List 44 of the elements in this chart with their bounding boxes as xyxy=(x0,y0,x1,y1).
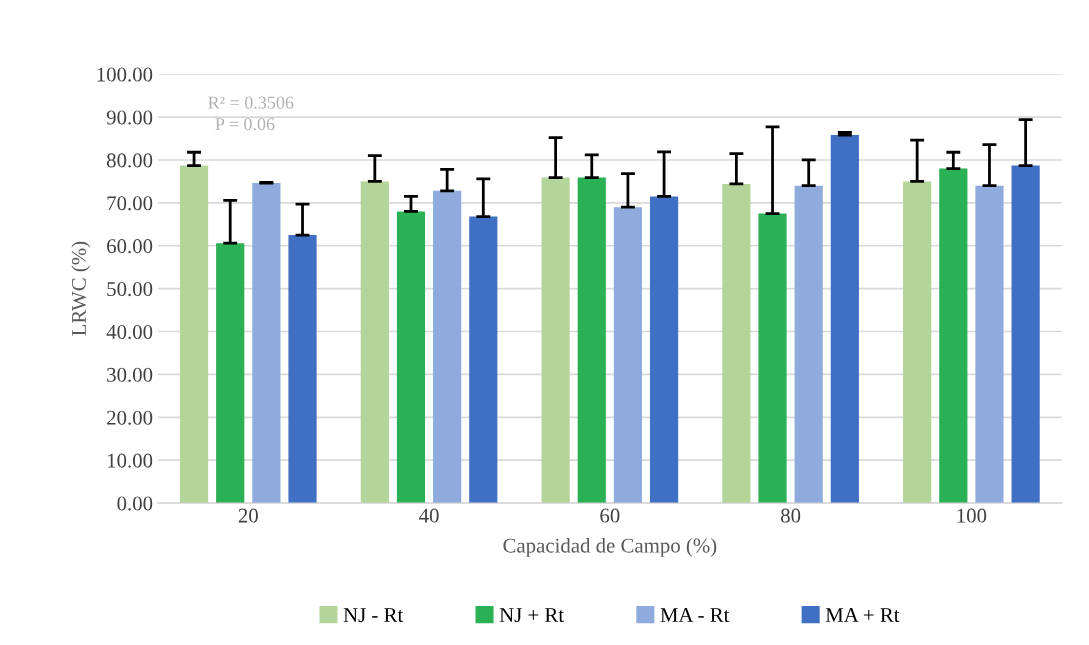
bar xyxy=(975,185,1004,504)
legend-label: MA + Rt xyxy=(825,608,900,623)
bar xyxy=(903,181,932,504)
x-tick-label: 80 xyxy=(780,508,801,523)
bar xyxy=(577,177,606,504)
legend-label: NJ - Rt xyxy=(343,608,404,623)
legend-label: MA - Rt xyxy=(660,608,730,623)
y-tick-label: 50.00 xyxy=(107,282,153,297)
x-tick-label: 20 xyxy=(238,508,258,523)
annotation: R² = 0.3506 xyxy=(208,96,294,109)
annotation: P = 0.06 xyxy=(215,117,275,131)
x-tick-label: 40 xyxy=(419,508,439,523)
y-tick-label: 60.00 xyxy=(107,239,153,254)
bar xyxy=(252,183,281,504)
x-tick-label: 60 xyxy=(600,508,620,523)
x-axis-title: Capacidad de Campo (%) xyxy=(503,537,717,557)
bar xyxy=(613,207,643,504)
y-tick-label: 70.00 xyxy=(107,196,153,211)
x-tick-label: 100 xyxy=(957,508,987,523)
bar xyxy=(830,135,859,504)
y-tick-label: 0.00 xyxy=(117,496,153,511)
y-tick-label: 40.00 xyxy=(106,324,153,340)
y-tick-label: 80.00 xyxy=(106,153,153,168)
bar xyxy=(1011,165,1040,504)
legend-label: NJ + Rt xyxy=(499,608,564,623)
y-tick-label: 30.00 xyxy=(107,367,153,382)
bar xyxy=(758,213,787,504)
y-tick-label: 20.00 xyxy=(107,410,153,425)
y-tick-label: 10.00 xyxy=(108,453,153,468)
bar xyxy=(216,243,245,504)
y-tick-label: 90.00 xyxy=(106,110,153,125)
bar xyxy=(396,211,426,504)
bar xyxy=(541,177,570,504)
bar xyxy=(794,185,823,504)
bar xyxy=(179,165,209,504)
bar xyxy=(939,168,968,504)
bar xyxy=(360,181,389,504)
bar xyxy=(649,196,679,504)
bar xyxy=(722,183,751,504)
y-tick-label: 100.00 xyxy=(97,67,153,82)
bar xyxy=(288,235,317,504)
bar xyxy=(433,190,462,504)
y-axis-title: LRWC (%) xyxy=(71,241,91,336)
bar xyxy=(469,216,498,504)
